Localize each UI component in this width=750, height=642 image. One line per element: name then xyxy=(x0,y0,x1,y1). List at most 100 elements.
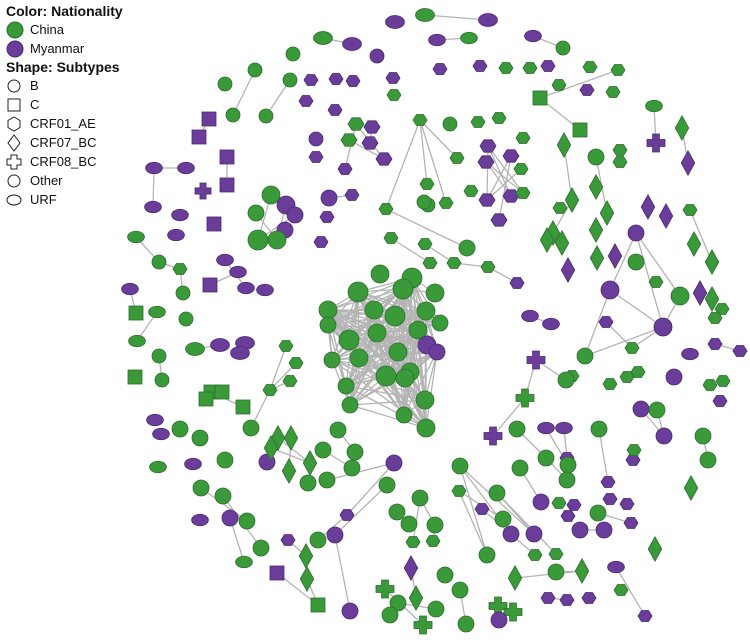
network-edge xyxy=(487,145,512,197)
myanmar-ellipse-node xyxy=(537,421,555,435)
myanmar-ellipse-node xyxy=(385,15,405,29)
china-hexagon-node xyxy=(582,61,598,73)
china-hexagon-node xyxy=(513,163,529,175)
china-hexagon-node xyxy=(702,379,718,391)
china-circle-node xyxy=(511,459,529,477)
china-diamond-node xyxy=(704,249,720,275)
china-ellipse-node xyxy=(235,555,253,569)
myanmar-circle-node xyxy=(665,368,683,386)
china-circle-node xyxy=(252,539,270,557)
china-circle-node xyxy=(247,62,263,78)
china-diamond-node xyxy=(507,565,523,591)
myanmar-hexagon-node xyxy=(579,84,595,96)
legend-label-crf07-bc: CRF07_BC xyxy=(30,135,97,150)
myanmar-hexagon-node xyxy=(363,120,381,134)
china-circle-node xyxy=(267,230,287,250)
myanmar-cross-node xyxy=(194,182,212,200)
china-ellipse-node xyxy=(415,8,435,22)
china-circle-node xyxy=(217,76,233,92)
network-edge xyxy=(615,566,646,617)
myanmar-hexagon-node xyxy=(344,189,360,201)
china-cross-node xyxy=(413,615,433,635)
china-hexagon-node xyxy=(463,185,479,197)
myanmar-diamond-node xyxy=(403,555,419,581)
myanmar-ellipse-node xyxy=(542,317,560,331)
myanmar-circle-node xyxy=(320,189,338,207)
legend-item-china: China xyxy=(6,20,123,39)
china-circle-node xyxy=(329,421,347,439)
network-edge xyxy=(419,119,428,185)
myanmar-hexagon-node xyxy=(328,73,344,85)
china-circle-node xyxy=(411,489,429,507)
myanmar-hexagon-node xyxy=(625,454,641,466)
network-edge xyxy=(345,385,426,401)
network-edge xyxy=(346,462,395,516)
china-circle-node xyxy=(451,457,469,475)
china-circle-node xyxy=(216,451,234,469)
china-hexagon-node xyxy=(262,384,278,396)
china-hexagon-node xyxy=(282,375,298,387)
myanmar-hexagon-node xyxy=(602,493,618,505)
ellipse-outline-icon xyxy=(6,190,26,209)
myanmar-ellipse-node xyxy=(256,283,274,297)
china-hexagon-node xyxy=(425,535,441,547)
china-hexagon-node xyxy=(470,116,486,128)
myanmar-hexagon-node xyxy=(474,503,490,515)
network-edge xyxy=(349,404,427,429)
network-edge xyxy=(635,232,681,297)
china-circle-node xyxy=(171,420,189,438)
myanmar-ellipse-node xyxy=(184,457,202,471)
china-circle-node xyxy=(451,581,469,599)
myanmar-circle-node xyxy=(428,343,446,361)
cross-outline-icon xyxy=(6,152,26,171)
network-edge xyxy=(403,351,438,416)
china-diamond-node xyxy=(281,458,297,484)
china-circle-node xyxy=(537,449,555,467)
china-circle-node xyxy=(242,419,260,437)
network-edge xyxy=(689,209,713,263)
network-edge xyxy=(200,487,248,522)
myanmar-hexagon-node xyxy=(303,74,319,86)
myanmar-hexagon-node xyxy=(385,72,401,84)
purple-circle-icon xyxy=(6,39,26,58)
network-edge xyxy=(584,326,664,357)
china-diamond-node xyxy=(283,425,299,451)
china-ellipse-node xyxy=(185,342,205,356)
network-edge xyxy=(458,490,488,556)
china-hexagon-node xyxy=(552,202,568,214)
china-hexagon-node xyxy=(480,261,496,273)
china-circle-node xyxy=(347,281,369,303)
network-edge xyxy=(331,359,411,373)
myanmar-ellipse-node xyxy=(191,513,209,527)
china-diamond-node xyxy=(599,200,615,226)
network-edge xyxy=(349,399,426,406)
myanmar-ellipse-node xyxy=(237,281,255,295)
china-hexagon-node xyxy=(515,187,531,199)
green-circle-icon xyxy=(6,20,26,39)
network-edge xyxy=(270,447,311,464)
myanmar-hexagon-node xyxy=(707,338,723,350)
network-edge xyxy=(584,289,611,357)
myanmar-circle-node xyxy=(385,454,403,472)
china-hexagon-node xyxy=(417,238,433,250)
china-circle-node xyxy=(699,451,717,469)
myanmar-ellipse-node xyxy=(524,29,542,43)
china-hexagon-node xyxy=(605,86,621,98)
myanmar-circle-node xyxy=(286,206,304,224)
china-circle-node xyxy=(364,300,384,320)
china-circle-node xyxy=(314,441,332,459)
china-circle-node xyxy=(378,476,396,494)
china-diamond-node xyxy=(556,132,572,158)
china-circle-node xyxy=(381,606,399,624)
myanmar-square-node xyxy=(202,277,218,293)
myanmar-ellipse-node xyxy=(607,560,625,574)
myanmar-circle-node xyxy=(525,525,543,543)
square-outline-icon xyxy=(6,95,26,114)
china-diamond-node xyxy=(588,174,604,200)
myanmar-hexagon-node xyxy=(280,534,296,546)
china-ellipse-node xyxy=(127,230,145,244)
china-diamond-node xyxy=(704,286,720,312)
legend-label-urf: URF xyxy=(30,192,57,207)
china-circle-node xyxy=(261,185,281,205)
